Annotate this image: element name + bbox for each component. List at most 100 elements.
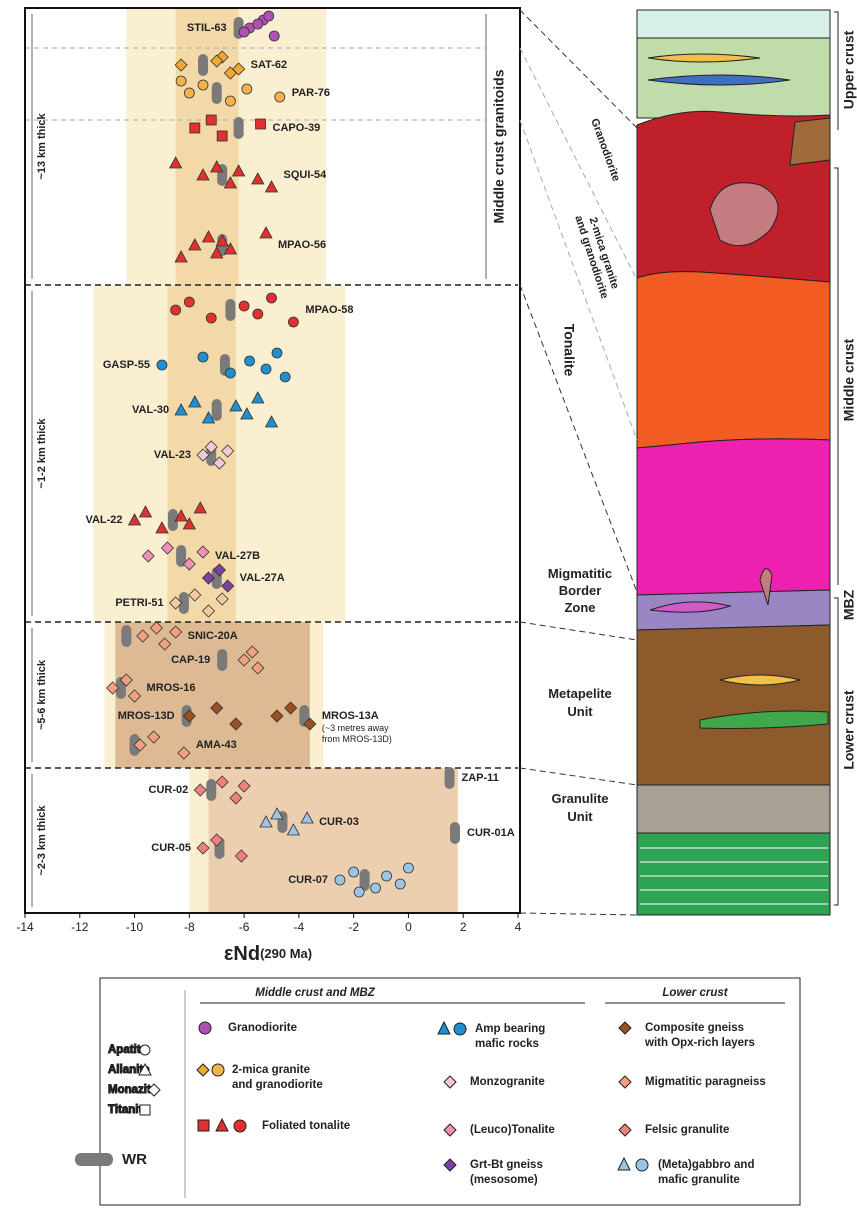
line: Granulite (551, 791, 608, 806)
level-label: Middle crust (841, 338, 857, 421)
data-point (349, 867, 359, 877)
line: Grt-Bt gneiss (470, 1159, 543, 1171)
group-label: Middle crust granitoids (491, 69, 507, 223)
line: (mesosome) (470, 1174, 538, 1186)
sample-label: PAR-76 (292, 87, 330, 99)
section-label: ~2-3 km thick (36, 805, 48, 876)
section-label: ~1-2 km thick (36, 418, 48, 489)
legend-item: Amp bearing mafic rocks (475, 1023, 545, 1050)
legend-item: 2-mica granite and granodiorite (232, 1064, 323, 1091)
line: Composite gneiss (645, 1022, 744, 1034)
line: Amp bearing (475, 1023, 545, 1035)
symbol (619, 1076, 631, 1088)
sample-label: MROS-13A (322, 710, 379, 722)
data-point (217, 131, 227, 141)
data-point (264, 11, 274, 21)
layer-label: 2-mica graniteand granodiorite (572, 210, 623, 300)
wr-label: WR (122, 1151, 147, 1168)
symbol (636, 1159, 648, 1171)
data-point (242, 84, 252, 94)
sample-label: STIL-63 (187, 22, 227, 34)
layer-label: Granodiorite (588, 117, 622, 183)
note-line: (~3 metres away (322, 723, 389, 733)
sample-label: CUR-01A (467, 827, 515, 839)
line: mafic rocks (475, 1038, 539, 1050)
data-point (253, 19, 263, 29)
layer-label: MigmatiticBorderZone (548, 566, 612, 615)
level-label: Lower crust (841, 690, 857, 770)
sample-label: SAT-62 (251, 59, 287, 71)
wr-bar (212, 399, 222, 421)
sample-label: GASP-55 (103, 359, 150, 371)
legend-item: (Leuco)Tonalite (470, 1124, 555, 1136)
sample-label: MROS-16 (147, 682, 196, 694)
sample-label: VAL-27B (215, 550, 260, 562)
x-label-main: εNd (224, 943, 260, 965)
data-point (239, 27, 249, 37)
wr-bar (217, 649, 227, 671)
symbol (619, 1124, 631, 1136)
wr-bar (121, 625, 131, 647)
sample-label: PETRI-51 (115, 597, 163, 609)
x-tick-label: 0 (405, 920, 412, 934)
legend-item: Monzogranite (470, 1076, 545, 1088)
x-tick-label: 2 (460, 920, 467, 934)
data-point (245, 356, 255, 366)
wr-bar (445, 767, 455, 789)
symbol (454, 1023, 466, 1035)
symbol (216, 1119, 228, 1131)
data-point (403, 863, 413, 873)
wr-bar (198, 54, 208, 76)
wr-bar (206, 779, 216, 801)
data-point (198, 352, 208, 362)
data-point (184, 88, 194, 98)
line: Border (559, 583, 602, 598)
line: 2-mica granite (232, 1064, 310, 1076)
data-point (157, 360, 167, 370)
sample-label: CUR-07 (288, 874, 328, 886)
data-point (382, 871, 392, 881)
section-label: ~13 km thick (36, 112, 48, 179)
line: Unit (567, 809, 593, 824)
line: Zone (564, 600, 595, 615)
section-label: ~5-6 km thick (36, 659, 48, 730)
data-point (225, 368, 235, 378)
x-tick-label: -4 (294, 920, 305, 934)
sample-label: SQUI-54 (284, 169, 328, 181)
symbol (618, 1158, 630, 1170)
sample-label: VAL-22 (85, 514, 122, 526)
wr-band (176, 8, 239, 285)
data-point (184, 297, 194, 307)
sample-label: MPAO-58 (305, 304, 353, 316)
level-label: Upper crust (841, 30, 857, 109)
legend: Middle crust and MBZ Lower crust Apatite… (75, 978, 800, 1205)
page: ~13 km thick Middle crust granitoids ~1-2 … (0, 0, 857, 1219)
x-tick-label: -12 (71, 920, 89, 934)
line: mafic granulite (658, 1174, 740, 1186)
line: Felsic granulite (645, 1124, 729, 1136)
line: Granodiorite (228, 1022, 297, 1034)
x-axis-label: εNd(290 Ma) (224, 943, 312, 965)
symbol (212, 1064, 224, 1076)
wr-bar (450, 822, 460, 844)
legend-item: (Meta)gabbro andmafic granulite (658, 1159, 754, 1186)
data-point (395, 879, 405, 889)
line: and granodiorite (232, 1079, 323, 1091)
wr-symbol (75, 1153, 113, 1166)
line: Foliated tonalite (262, 1120, 350, 1132)
symbol (140, 1105, 150, 1115)
line: Metapelite (548, 686, 612, 701)
data-point (256, 119, 266, 129)
symbol (619, 1022, 631, 1034)
sample-label: VAL-27A (240, 572, 285, 584)
note-line: from MROS-13D) (322, 734, 392, 744)
data-point (280, 372, 290, 382)
symbol (444, 1076, 456, 1088)
line: Monzogranite (470, 1076, 545, 1088)
sample-label: ZAP-11 (462, 772, 499, 784)
legend-item: Migmatitic paragneiss (645, 1076, 766, 1088)
data-point (198, 80, 208, 90)
legend-item: Granodiorite (228, 1022, 297, 1034)
level-label: MBZ (841, 589, 857, 620)
